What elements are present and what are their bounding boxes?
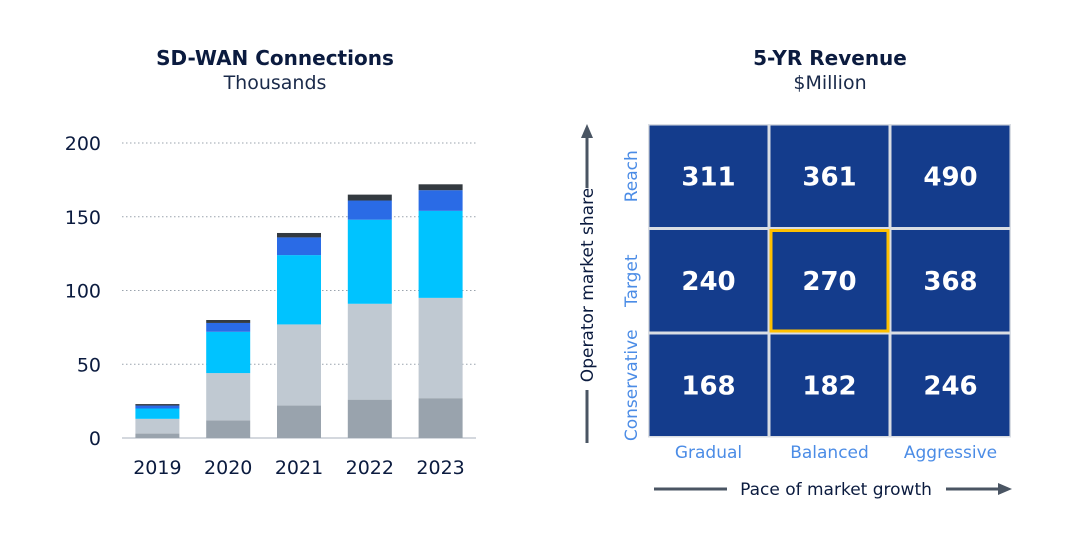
bar-segment [418,190,463,211]
bar-segment [277,255,321,325]
y-tick-label: 200 [65,133,101,155]
matrix-cell [649,230,768,332]
matrix-subtitle: $Million [793,72,867,94]
bar-segment [277,405,321,438]
y-tick-label: 100 [65,281,101,303]
x-tick-label: 2021 [275,457,323,479]
x-axis-arrowhead [998,483,1012,495]
bar-chart-subtitle: Thousands [223,72,327,94]
bar-segment [347,219,392,304]
y-tick-label: 0 [89,428,101,450]
y-axis-label: Operator market share [578,188,598,382]
bar-segment [347,399,392,438]
matrix-cell [770,334,889,436]
bar-chart-title: SD-WAN Connections [156,46,394,70]
bar-segment [206,322,251,332]
row-label: Conservative [622,329,642,441]
bar-segment [277,237,321,256]
matrix-cell [770,230,889,332]
bar-segment [206,331,251,374]
bar-segment [418,210,463,298]
cell-value: 311 [681,162,735,192]
bar-segment [206,373,251,421]
bar-segment [206,320,251,323]
matrix-cell [891,125,1010,227]
column-label: Balanced [790,443,869,463]
cell-value: 368 [923,267,977,297]
x-tick-label: 2023 [416,457,464,479]
row-label: Target [622,254,642,308]
x-tick-label: 2020 [204,457,252,479]
highlight-border [769,229,890,333]
bar-segment [135,405,180,409]
matrix-cell [770,125,889,227]
bar-segment [135,404,180,406]
matrix-cell [891,334,1010,436]
cell-value: 246 [923,371,977,401]
bar-segment [206,420,251,438]
y-tick-label: 150 [65,207,101,229]
cell-value: 361 [802,162,856,192]
column-label: Aggressive [904,443,997,463]
cell-value: 270 [802,267,856,297]
cell-value: 240 [681,267,735,297]
bar-segment [135,418,180,434]
matrix-cell [891,230,1010,332]
bar-segment [347,194,392,201]
x-tick-label: 2022 [346,457,394,479]
bar-segment [135,408,180,419]
cell-value: 182 [802,371,856,401]
matrix-title: 5-YR Revenue [753,46,907,70]
column-label: Gradual [675,443,742,463]
bar-chart: 0 50 100 150 200 2019 2020 2021 2022 2023 [65,133,476,479]
bar-segment [347,200,392,220]
bar-segment [277,232,321,238]
bar-segment [277,324,321,406]
matrix-cell [649,334,768,436]
bar-segment [135,433,180,438]
x-tick-label: 2019 [133,457,181,479]
y-tick-label: 50 [77,354,101,376]
cell-value: 490 [923,162,977,192]
row-label: Reach [622,150,642,202]
cell-value: 168 [681,371,735,401]
bar-segment [418,398,463,438]
matrix-background [648,124,1011,438]
x-axis-label: Pace of market growth [740,480,932,500]
bar-segment [347,303,392,400]
bar-segment [418,297,463,399]
bar-segment [418,184,463,191]
matrix-cell [649,125,768,227]
y-axis-arrowhead [581,124,593,138]
